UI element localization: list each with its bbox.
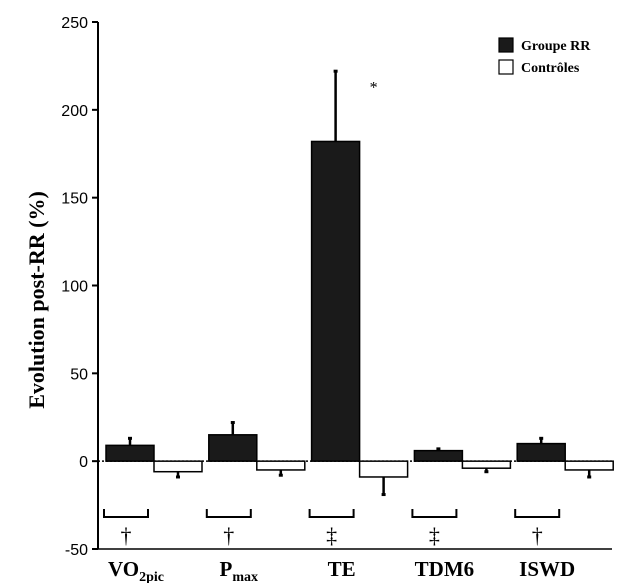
y-tick-label: 200 xyxy=(61,103,88,120)
significance-bracket xyxy=(205,509,252,518)
bar-groupe-rr xyxy=(516,442,566,462)
significance-bracket xyxy=(514,509,561,518)
bar-controles xyxy=(461,460,512,469)
bar-groupe-rr xyxy=(208,434,258,462)
category-labels: VO2pic Pmax TE TDM6 ISWD xyxy=(108,557,575,583)
bar-controles xyxy=(358,460,409,478)
legend: Groupe RR Contrôles xyxy=(498,37,591,76)
significance-mark: † xyxy=(532,523,543,548)
bar-controles xyxy=(256,460,306,471)
category-label: TE xyxy=(328,557,356,581)
significance-mark: ‡ xyxy=(326,523,337,548)
legend-label: Contrôles xyxy=(521,61,580,76)
bar-groupe-rr xyxy=(413,449,464,462)
category-label: ISWD xyxy=(519,557,575,581)
y-axis-label: Evolution post-RR (%) xyxy=(24,191,49,409)
bar-controles xyxy=(153,460,203,473)
significance-mark: ‡ xyxy=(429,523,440,548)
y-ticks: -50 0 50 100 150 200 250 xyxy=(61,15,98,559)
category-label-subscript: 2pic xyxy=(139,570,164,583)
significance-star: * xyxy=(370,79,378,96)
y-tick-label: 0 xyxy=(79,454,88,471)
y-tick-label: 100 xyxy=(61,279,88,296)
category-label-subscript: max xyxy=(232,570,258,583)
bars xyxy=(105,140,614,478)
significance-mark: † xyxy=(223,523,234,548)
legend-swatch xyxy=(498,37,514,53)
significance-bracket xyxy=(411,509,458,518)
y-tick-label: 50 xyxy=(70,366,88,383)
bar-groupe-rr xyxy=(105,444,155,462)
category-label: Pmax xyxy=(220,557,259,583)
significance-mark: † xyxy=(121,523,132,548)
category-label: VO2pic xyxy=(108,557,164,583)
legend-swatch xyxy=(498,59,514,75)
y-tick-label: 150 xyxy=(61,191,88,208)
bar-groupe-rr xyxy=(310,140,361,462)
significance-brackets: † † ‡ ‡ † xyxy=(103,509,561,548)
significance-bracket xyxy=(103,509,149,518)
category-label: TDM6 xyxy=(415,557,475,581)
bar-controles xyxy=(564,460,614,471)
significance-bracket xyxy=(308,509,355,518)
error-bars: * xyxy=(128,69,592,497)
legend-label: Groupe RR xyxy=(521,39,591,54)
y-tick-label: -50 xyxy=(65,542,88,559)
y-tick-label: 250 xyxy=(61,15,88,32)
